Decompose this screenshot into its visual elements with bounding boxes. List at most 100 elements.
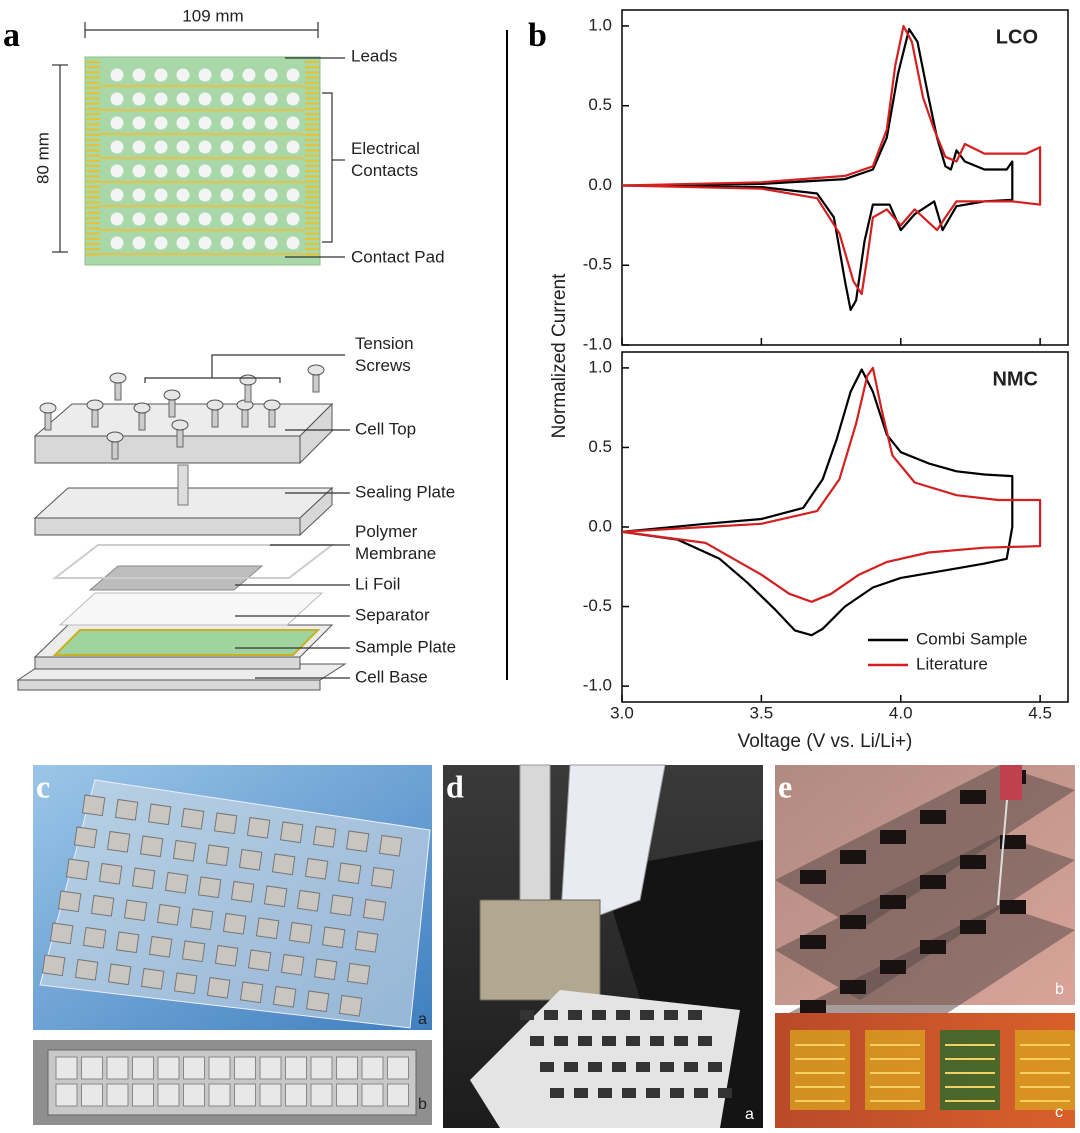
cell-square bbox=[694, 1088, 708, 1098]
contact-dot bbox=[286, 92, 300, 106]
contact-dot bbox=[264, 68, 278, 82]
well bbox=[840, 915, 866, 929]
cell-array bbox=[41, 794, 403, 1017]
contact-dot bbox=[176, 236, 190, 250]
y-tick-label: 0.0 bbox=[588, 175, 612, 194]
y-tick-label: -0.5 bbox=[583, 255, 612, 274]
contact-dot bbox=[176, 68, 190, 82]
callout-line-text: Tension bbox=[355, 334, 414, 353]
cell-square bbox=[588, 1062, 602, 1072]
callout: Cell Base bbox=[355, 667, 428, 686]
cell-square bbox=[574, 1088, 588, 1098]
well bbox=[880, 960, 906, 974]
cell-square bbox=[189, 908, 214, 931]
contact-dot bbox=[176, 188, 190, 202]
cell-square bbox=[280, 953, 305, 976]
well bbox=[920, 940, 946, 954]
well bbox=[840, 980, 866, 994]
contact-dot bbox=[264, 188, 278, 202]
contact-dot bbox=[132, 164, 146, 178]
cell-square bbox=[255, 917, 280, 940]
cell-square bbox=[305, 990, 330, 1013]
legend-label: Combi Sample bbox=[916, 629, 1028, 648]
chart-label: LCO bbox=[996, 26, 1038, 48]
callout: Polymer Membrane bbox=[355, 522, 436, 563]
pcb bbox=[84, 56, 321, 266]
cell-square bbox=[345, 830, 370, 853]
cell-square bbox=[181, 940, 206, 963]
strip bbox=[775, 765, 1075, 930]
cell-square bbox=[708, 1062, 722, 1072]
x-tick-label: 4.5 bbox=[1028, 703, 1052, 722]
contact-dot bbox=[242, 92, 256, 106]
sealing-plate-front bbox=[34, 517, 301, 536]
photo-sublabel: a bbox=[745, 1106, 754, 1123]
cell-square bbox=[664, 1010, 678, 1020]
screw-head bbox=[239, 374, 257, 386]
cell-square bbox=[378, 834, 403, 857]
cell-square bbox=[296, 889, 321, 912]
plot-frame bbox=[621, 9, 1069, 346]
cell-square bbox=[239, 981, 264, 1004]
cell-square bbox=[616, 1010, 630, 1020]
cell-square bbox=[564, 1062, 578, 1072]
screw-head bbox=[263, 399, 281, 411]
panel-letter: b bbox=[528, 17, 547, 54]
y-tick-label: 0.0 bbox=[588, 516, 612, 535]
callout-line-text: Screws bbox=[355, 356, 411, 375]
cell-square bbox=[131, 867, 156, 890]
cell-square bbox=[312, 825, 337, 848]
y-tick-label: 1.0 bbox=[588, 357, 612, 376]
cell-square bbox=[650, 1036, 664, 1046]
cell-square bbox=[213, 812, 238, 835]
contact-dot bbox=[198, 236, 212, 250]
screw-head bbox=[206, 399, 224, 411]
contact-dot bbox=[110, 236, 124, 250]
cell-base-front bbox=[17, 679, 321, 691]
contact-dot bbox=[110, 188, 124, 202]
legend-label: Literature bbox=[916, 654, 988, 673]
cell-square bbox=[106, 1056, 129, 1080]
photo-sublabel: b bbox=[418, 1096, 427, 1113]
cell-square bbox=[313, 958, 338, 981]
callout-line-text: Contacts bbox=[351, 161, 418, 180]
cell-square bbox=[208, 1083, 231, 1107]
contact-dot bbox=[242, 116, 256, 130]
series-line bbox=[621, 24, 1042, 296]
cell-square bbox=[259, 1056, 282, 1080]
contact-dot bbox=[132, 92, 146, 106]
cell-square bbox=[646, 1088, 660, 1098]
cell-square bbox=[41, 954, 66, 977]
cell-square bbox=[90, 894, 115, 917]
cell-square bbox=[336, 1083, 358, 1107]
contact-dot bbox=[220, 92, 234, 106]
screws bbox=[39, 364, 325, 460]
contact-dot bbox=[110, 164, 124, 178]
cell-square bbox=[81, 1083, 103, 1107]
well bbox=[960, 790, 986, 804]
panel-letter: d bbox=[446, 768, 464, 804]
contact-dot bbox=[198, 68, 212, 82]
contact-dot bbox=[242, 236, 256, 250]
contact-dot bbox=[154, 212, 168, 226]
cell-square bbox=[263, 885, 288, 908]
cell-square bbox=[304, 857, 329, 880]
contact-dot bbox=[110, 92, 124, 106]
contact-dot bbox=[176, 116, 190, 130]
cell-square bbox=[107, 963, 132, 986]
contact-dot bbox=[132, 188, 146, 202]
photo-sublabel: c bbox=[1055, 1104, 1063, 1121]
cell-square bbox=[57, 890, 82, 913]
height-label: 80 mm bbox=[33, 132, 52, 184]
cell-top-front bbox=[34, 435, 301, 464]
callout-line-text: Polymer bbox=[355, 522, 418, 541]
x-tick-label: 4.0 bbox=[889, 703, 913, 722]
contact-dot bbox=[176, 164, 190, 178]
screw-head bbox=[109, 372, 127, 384]
cell-square bbox=[622, 1088, 636, 1098]
contact-dot bbox=[154, 92, 168, 106]
screw-head bbox=[307, 364, 325, 376]
well bbox=[880, 830, 906, 844]
y-tick-label: 0.5 bbox=[588, 95, 612, 114]
